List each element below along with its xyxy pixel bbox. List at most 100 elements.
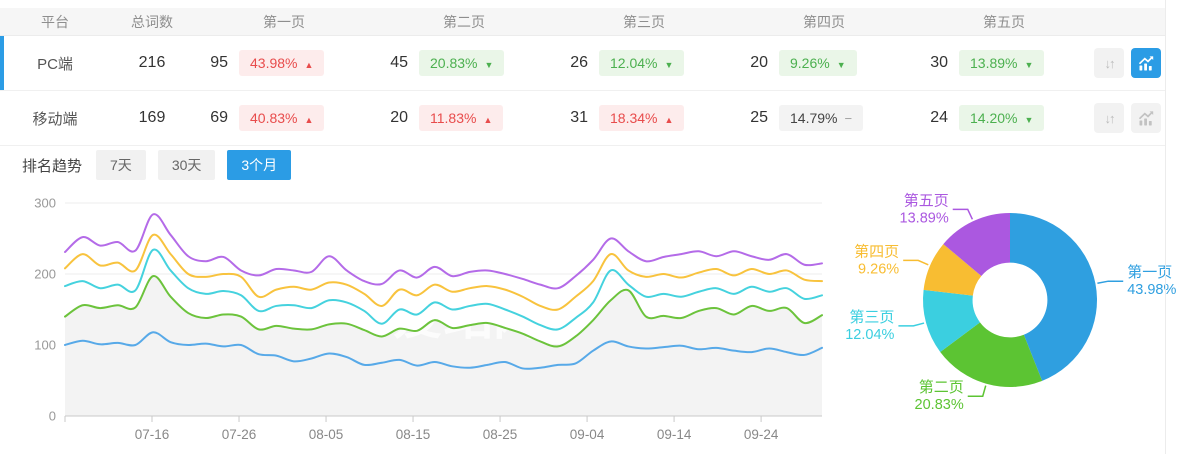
platform-cell: PC端 bbox=[37, 55, 73, 73]
label-leader-line bbox=[898, 322, 925, 327]
change-badge: 43.98% bbox=[239, 50, 325, 76]
table-row[interactable]: PC端 216 95 43.98% 45 20.83% 26 12.04% 20… bbox=[0, 36, 1166, 91]
change-percent: 9.26% bbox=[790, 55, 830, 71]
x-axis-label: 09-04 bbox=[570, 427, 605, 442]
trend-arrow-icon bbox=[304, 55, 313, 71]
col-header-platform: 平台 bbox=[41, 13, 69, 30]
page5-cell: 30 13.89% bbox=[914, 50, 1094, 76]
change-badge: 20.83% bbox=[419, 50, 505, 76]
change-percent: 12.04% bbox=[610, 55, 658, 71]
page-count: 20 bbox=[750, 54, 768, 71]
trend-arrow-icon bbox=[1024, 55, 1033, 71]
trend-arrow-icon bbox=[664, 110, 673, 126]
donut-slice-第五页 bbox=[943, 213, 1010, 276]
trend-arrow-icon bbox=[844, 110, 852, 126]
change-badge: 11.83% bbox=[419, 105, 504, 131]
page-count: 26 bbox=[570, 54, 588, 71]
page2-cell: 20 11.83% bbox=[374, 105, 554, 131]
x-axis-label: 08-15 bbox=[396, 427, 431, 442]
page1-cell: 95 43.98% bbox=[194, 50, 374, 76]
x-axis-label: 08-25 bbox=[483, 427, 518, 442]
trend-arrow-icon bbox=[664, 55, 673, 71]
trend-title: 排名趋势 bbox=[22, 157, 83, 175]
trend-chart-button[interactable] bbox=[1131, 103, 1161, 133]
label-leader-line bbox=[952, 208, 974, 220]
slice-label-第二页: 第二页 20.83% bbox=[915, 378, 964, 413]
total-words-cell: 216 bbox=[138, 54, 166, 71]
change-badge: 14.20% bbox=[959, 105, 1045, 131]
page-count: 30 bbox=[930, 54, 948, 71]
donut-slice-第一页 bbox=[1010, 213, 1097, 381]
page1-cell: 69 40.83% bbox=[194, 105, 374, 131]
col-header-page2: 第二页 bbox=[443, 13, 485, 30]
sort-arrows-icon: ↓↑ bbox=[1104, 55, 1116, 71]
trend-chart-icon bbox=[1138, 110, 1153, 125]
slice-label-第一页: 第一页 43.98% bbox=[1127, 263, 1176, 298]
col-header-page1: 第一页 bbox=[263, 13, 305, 30]
trend-arrow-icon bbox=[304, 110, 313, 126]
page2-cell: 45 20.83% bbox=[374, 50, 554, 76]
change-percent: 18.34% bbox=[610, 110, 658, 126]
donut-slice-第二页 bbox=[940, 322, 1043, 387]
page3-cell: 31 18.34% bbox=[554, 105, 734, 131]
slice-label-第五页: 第五页 13.89% bbox=[900, 191, 949, 226]
ranking-trend-line-chart: 0 100 200 300 爱站网 07-16 07-26 08-05 08-15 08-25 09… bbox=[34, 196, 823, 442]
watermark: 爱站网 bbox=[393, 289, 543, 345]
series-line-第五页 bbox=[64, 213, 823, 290]
change-badge: 13.89% bbox=[959, 50, 1045, 76]
col-header-page3: 第三页 bbox=[623, 13, 665, 30]
tab-30-days[interactable]: 30天 bbox=[157, 150, 216, 180]
page-count: 24 bbox=[930, 109, 948, 126]
trend-arrow-icon bbox=[1024, 110, 1033, 126]
trend-arrow-icon bbox=[837, 55, 846, 71]
tab-3-months[interactable]: 3个月 bbox=[227, 150, 292, 180]
platform-cell: 移动端 bbox=[32, 110, 78, 128]
page-count: 95 bbox=[210, 54, 228, 71]
change-badge: 9.26% bbox=[779, 50, 857, 76]
trend-arrow-icon bbox=[484, 55, 493, 71]
page5-cell: 24 14.20% bbox=[914, 105, 1094, 131]
label-leader-line bbox=[903, 259, 929, 266]
donut-slice-第三页 bbox=[923, 289, 980, 352]
trend-chart-button[interactable] bbox=[1131, 48, 1161, 78]
series-line-第三页 bbox=[64, 248, 823, 331]
x-axis-label: 08-05 bbox=[309, 427, 344, 442]
trend-toolbar: 排名趋势 7天 30天 3个月 bbox=[22, 150, 292, 180]
y-axis-label: 100 bbox=[34, 338, 56, 353]
slice-label-第四页: 第四页 9.26% bbox=[854, 242, 899, 277]
y-axis-label: 300 bbox=[34, 196, 56, 211]
change-badge: 14.79% bbox=[779, 105, 864, 131]
col-header-page5: 第五页 bbox=[983, 13, 1025, 30]
page-count: 20 bbox=[390, 109, 408, 126]
page-count: 31 bbox=[570, 109, 588, 126]
x-axis-label: 07-26 bbox=[222, 427, 257, 442]
x-axis-label: 09-24 bbox=[744, 427, 779, 442]
total-words-cell: 169 bbox=[138, 109, 166, 126]
series-line-第二页 bbox=[64, 275, 823, 348]
trend-chart-icon bbox=[1138, 55, 1153, 70]
table-row[interactable]: 移动端 169 69 40.83% 20 11.83% 31 18.34% 25… bbox=[0, 91, 1166, 146]
x-axis-label: 07-16 bbox=[135, 427, 170, 442]
page4-cell: 20 9.26% bbox=[734, 50, 914, 76]
change-percent: 20.83% bbox=[430, 55, 478, 71]
sort-arrows-icon: ↓↑ bbox=[1104, 110, 1116, 126]
row-actions: ↓↑ bbox=[1094, 103, 1169, 133]
y-axis-label: 200 bbox=[34, 267, 56, 282]
change-percent: 14.79% bbox=[790, 110, 838, 126]
tab-7-days[interactable]: 7天 bbox=[96, 150, 146, 180]
page3-cell: 26 12.04% bbox=[554, 50, 734, 76]
col-header-total-words: 总词数 bbox=[131, 13, 173, 30]
change-percent: 43.98% bbox=[250, 55, 298, 71]
x-axis-label: 09-14 bbox=[657, 427, 692, 442]
change-percent: 13.89% bbox=[970, 55, 1018, 71]
change-percent: 40.83% bbox=[250, 110, 298, 126]
change-percent: 11.83% bbox=[430, 110, 477, 126]
sort-button[interactable]: ↓↑ bbox=[1094, 103, 1124, 133]
label-leader-line bbox=[967, 385, 987, 397]
change-badge: 40.83% bbox=[239, 105, 325, 131]
sort-button[interactable]: ↓↑ bbox=[1094, 48, 1124, 78]
page-count: 45 bbox=[390, 54, 408, 71]
trend-arrow-icon bbox=[483, 110, 492, 126]
page-distribution-donut-chart: 第一页 43.98% 第二页 20.83% 第三页 12.04% 第四页 9.26%第五页 13… bbox=[845, 191, 1176, 413]
row-actions: ↓↑ bbox=[1094, 48, 1169, 78]
